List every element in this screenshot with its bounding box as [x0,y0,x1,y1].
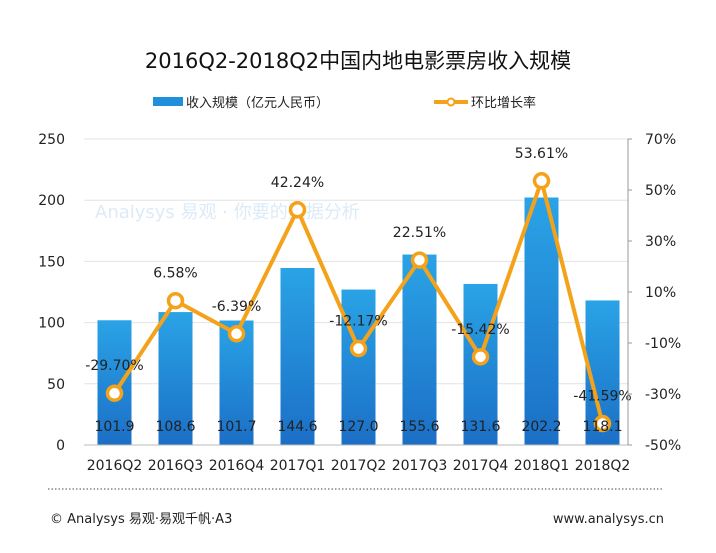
x-tick-label: 2016Q4 [209,458,265,474]
x-tick-label: 2016Q3 [148,458,204,474]
growth-point [349,339,368,358]
y2-tick-label: 50% [645,183,676,199]
y2-tick-label: -10% [645,336,681,352]
growth-value-label: 42.24% [271,175,324,191]
bar [97,320,132,445]
growth-value-label: 22.51% [393,225,446,241]
bar-value-label: 101.7 [216,419,256,435]
bar [280,268,315,445]
y2-tick-label: -30% [645,387,681,403]
chart-title: 2016Q2-2018Q2中国内地电影票房收入规模 [145,49,571,73]
growth-point [471,348,490,366]
growth-point [532,172,551,190]
y2-tick-label: 10% [645,285,676,301]
legend-line-label: 环比增长率 [471,95,536,111]
bar-value-label: 127.0 [338,419,378,435]
bar-value-label: 118.1 [582,419,622,435]
y-tick-label: 50 [47,377,65,393]
y2-tick-label: -50% [645,438,681,454]
x-tick-label: 2018Q2 [575,458,631,474]
x-tick-label: 2018Q1 [514,458,570,474]
bar-value-label: 155.6 [399,419,439,435]
y2-tick-label: 30% [645,234,676,250]
growth-value-label: -6.39% [212,299,262,315]
growth-value-label: -15.42% [451,322,509,338]
legend-bar-swatch [153,97,183,106]
footer-copyright: © Analysys 易观·易观千帆·A3 [50,512,232,527]
growth-point [288,201,307,219]
x-tick-label: 2016Q2 [87,458,143,474]
bar-value-label: 144.6 [277,419,317,435]
y-tick-label: 150 [38,254,65,270]
y-tick-label: 0 [56,438,65,454]
legend-line-marker [446,97,456,107]
x-tick-label: 2017Q1 [270,458,326,474]
x-tick-label: 2017Q2 [331,458,387,474]
bar [402,254,437,445]
bar-value-label: 108.6 [155,419,195,435]
growth-point [593,414,612,433]
growth-value-label: 6.58% [153,266,197,282]
x-tick-label: 2017Q4 [453,458,509,474]
growth-point [227,325,246,343]
y-tick-label: 200 [38,193,65,209]
growth-point [166,291,185,310]
growth-value-label: -29.70% [85,358,143,374]
y-tick-label: 250 [38,132,65,148]
growth-point [410,251,429,269]
growth-value-label: -41.59% [573,389,631,405]
bar-value-label: 131.6 [460,419,500,435]
legend: 收入规模（亿元人民币） 环比增长率 [153,95,536,111]
bar [341,289,376,445]
bar [524,197,559,445]
y2-tick-label: 70% [645,132,676,148]
growth-point [105,384,124,402]
bar-value-label: 202.2 [521,419,561,435]
bar-value-label: 101.9 [94,419,134,435]
y-tick-label: 100 [38,316,65,332]
legend-bar-label: 收入规模（亿元人民币） [186,96,329,111]
footer-website[interactable]: www.analysys.cn [553,512,664,527]
bar [158,312,193,445]
x-tick-label: 2017Q3 [392,458,448,474]
growth-value-label: -12.17% [329,314,387,330]
growth-value-label: 53.61% [515,146,568,162]
watermark: Analysys 易观 · 你要的数据分析 [95,202,360,223]
